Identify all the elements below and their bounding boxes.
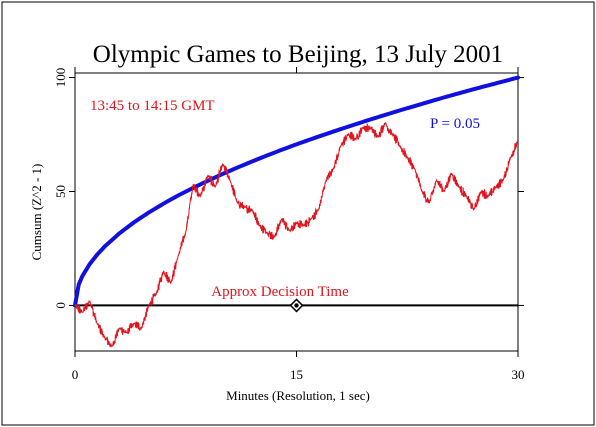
x-axis-label: Minutes (Resolution, 1 sec) [226,388,370,403]
cumsum-line [74,121,519,348]
time-range-label: 13:45 to 14:15 GMT [90,98,215,114]
significance-curve-p005 [73,75,520,308]
chart-title: Olympic Games to Beijing, 13 July 2001 [93,41,503,68]
axis-tick-labels: 0 15 30 0 50 100 [53,68,525,382]
decision-dot [294,303,299,308]
axis-ticks [69,67,524,357]
significance-label: P = 0.05 [430,116,480,132]
y-tick-label: 50 [53,185,68,198]
x-tick-label: 0 [72,367,79,382]
decision-time-marker [289,298,304,313]
y-tick-label: 100 [53,68,68,88]
y-tick-label: 0 [53,302,68,309]
y-axis-label: Cumsum (Z^2 - 1) [29,164,44,261]
x-tick-label: 15 [290,367,303,382]
decision-time-label: Approx Decision Time [211,284,349,300]
x-tick-label: 30 [512,367,525,382]
